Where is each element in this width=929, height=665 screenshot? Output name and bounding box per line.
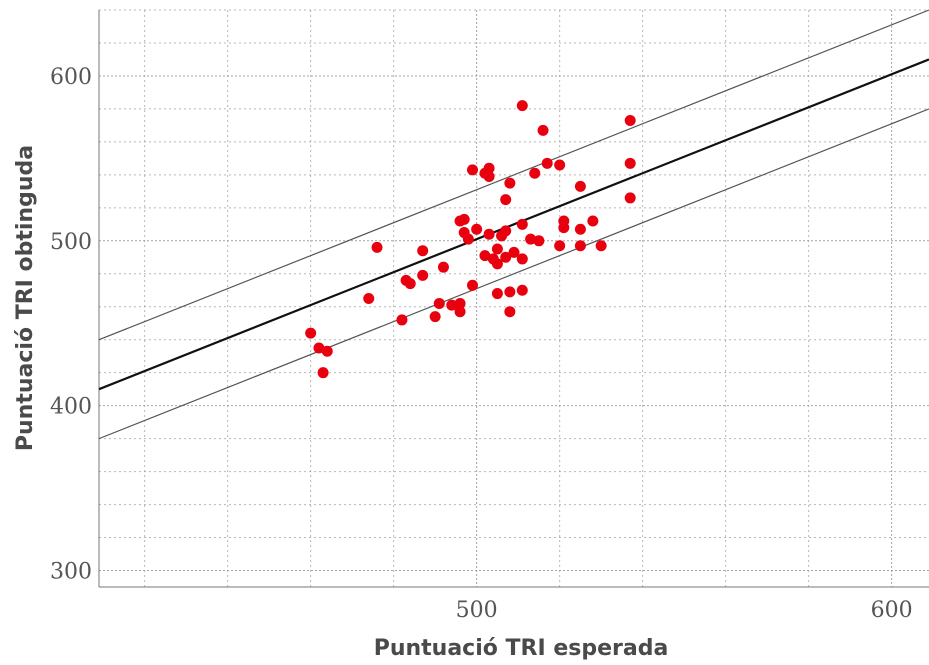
data-point	[467, 279, 478, 291]
data-point	[437, 261, 449, 273]
data-point	[483, 162, 495, 174]
data-point	[429, 311, 441, 323]
data-point	[554, 159, 566, 171]
data-point	[305, 327, 317, 339]
data-point	[574, 180, 586, 192]
y-tick-label: 400	[50, 395, 92, 420]
x-tick-label: 500	[456, 598, 498, 623]
y-tick-label: 500	[50, 230, 92, 255]
data-point	[558, 222, 570, 234]
data-point	[504, 177, 516, 189]
grid	[99, 9, 929, 587]
data-point	[483, 171, 495, 183]
data-point	[537, 124, 549, 136]
data-point	[433, 297, 445, 309]
data-point	[504, 306, 516, 318]
data-point	[533, 235, 545, 247]
data-point	[554, 240, 566, 252]
data-point	[317, 367, 329, 379]
y-tick-label: 300	[50, 560, 92, 585]
data-point	[404, 278, 416, 290]
data-points	[305, 100, 636, 379]
upper-band-line	[98, 9, 929, 341]
data-point	[483, 228, 495, 240]
identity-line	[98, 58, 929, 391]
data-point	[500, 251, 512, 263]
data-point	[500, 194, 512, 206]
x-tick-label: 600	[871, 598, 913, 623]
data-point	[529, 167, 541, 179]
data-point	[587, 215, 599, 227]
y-axis-title: Puntuació TRI obtinguda	[13, 145, 38, 451]
data-point	[504, 286, 516, 298]
data-point	[371, 241, 383, 253]
tick-labels: 300 400 500 600 500 600	[50, 65, 913, 623]
data-point	[396, 314, 408, 326]
data-point	[313, 342, 325, 354]
data-point	[624, 114, 636, 126]
data-point	[491, 243, 503, 255]
data-point	[462, 233, 474, 245]
axes	[98, 10, 929, 588]
data-point	[454, 306, 466, 318]
data-point	[508, 246, 520, 258]
data-point	[321, 345, 333, 357]
data-point	[500, 225, 512, 237]
data-point	[595, 240, 607, 252]
data-point	[363, 293, 375, 304]
data-point	[624, 157, 636, 169]
data-point	[525, 233, 537, 245]
data-point	[574, 223, 586, 235]
data-point	[624, 192, 636, 204]
data-point	[491, 258, 503, 270]
data-point	[516, 284, 528, 296]
lower-band-line	[98, 108, 929, 440]
data-point	[491, 288, 503, 300]
data-point	[574, 240, 586, 252]
data-point	[516, 253, 528, 265]
data-point	[454, 297, 466, 309]
data-point	[458, 213, 470, 225]
reference-lines	[98, 9, 929, 440]
data-point	[417, 245, 429, 257]
data-point	[467, 164, 478, 176]
x-axis-title: Puntuació TRI esperada	[374, 636, 669, 661]
data-point	[479, 250, 491, 262]
data-point	[417, 269, 429, 281]
data-point	[446, 299, 458, 311]
data-point	[516, 218, 528, 230]
data-point	[516, 100, 528, 112]
data-point	[541, 157, 553, 169]
data-point	[471, 223, 483, 235]
y-tick-label: 600	[50, 65, 92, 90]
